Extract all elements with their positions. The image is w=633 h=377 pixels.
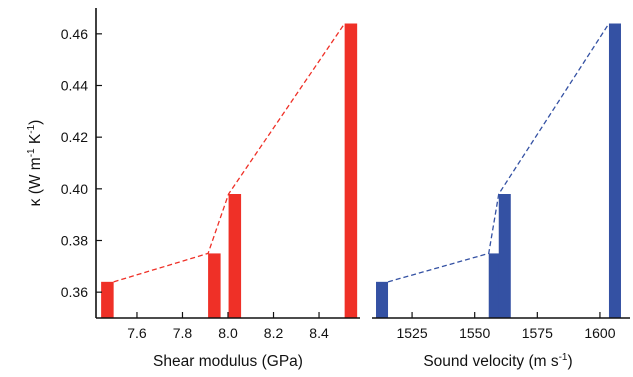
y-tick-label: 0.44 <box>61 78 88 94</box>
y-tick-label: 0.40 <box>61 181 88 197</box>
x-tick-label: 7.8 <box>173 325 193 341</box>
y-ticks: 0.36 0.38 0.40 0.42 0.44 0.46 <box>61 26 102 300</box>
x-axis-title-shear: Shear modulus (GPa) <box>153 353 303 370</box>
bar-2 <box>228 194 242 318</box>
y-axis-title: κ (W m-1 K-1) <box>26 120 44 207</box>
bar-3 <box>344 23 358 318</box>
bars-shear <box>101 23 358 318</box>
x-axis-title-sound: Sound velocity (m s-1) <box>423 352 572 370</box>
x-tick-label: 1525 <box>396 325 427 341</box>
bar-1 <box>208 253 221 318</box>
x-ticks-sound: 1525 1550 1575 1600 <box>396 312 616 341</box>
y-tick-label: 0.42 <box>61 129 88 145</box>
x-tick-label: 1550 <box>459 325 490 341</box>
trend-line-sound <box>387 23 610 283</box>
bar-0 <box>101 281 114 318</box>
x-ticks-shear: 7.6 7.8 8.0 8.2 8.4 <box>127 312 329 341</box>
x-tick-label: 7.6 <box>127 325 147 341</box>
trend-line-shear <box>113 23 346 283</box>
bar-0 <box>376 281 389 318</box>
y-tick-label: 0.36 <box>61 284 88 300</box>
x-tick-label: 1600 <box>584 325 615 341</box>
bar-3 <box>608 23 621 318</box>
x-tick-label: 1575 <box>522 325 553 341</box>
x-tick-label: 8.2 <box>264 325 284 341</box>
y-tick-label: 0.46 <box>61 26 88 42</box>
shear-modulus-panel: 0.36 0.38 0.40 0.42 0.44 0.46 7.6 7.8 8.0 8.2 8.4… <box>26 8 360 370</box>
bar-1 <box>488 253 501 318</box>
y-tick-label: 0.38 <box>61 233 88 249</box>
bar-2 <box>498 194 511 318</box>
x-tick-label: 8.4 <box>309 325 329 341</box>
sound-velocity-panel: 1525 1550 1575 1600 Sound velocity (m s-1) <box>372 23 630 370</box>
x-tick-label: 8.0 <box>218 325 238 341</box>
bars-sound <box>376 23 621 318</box>
